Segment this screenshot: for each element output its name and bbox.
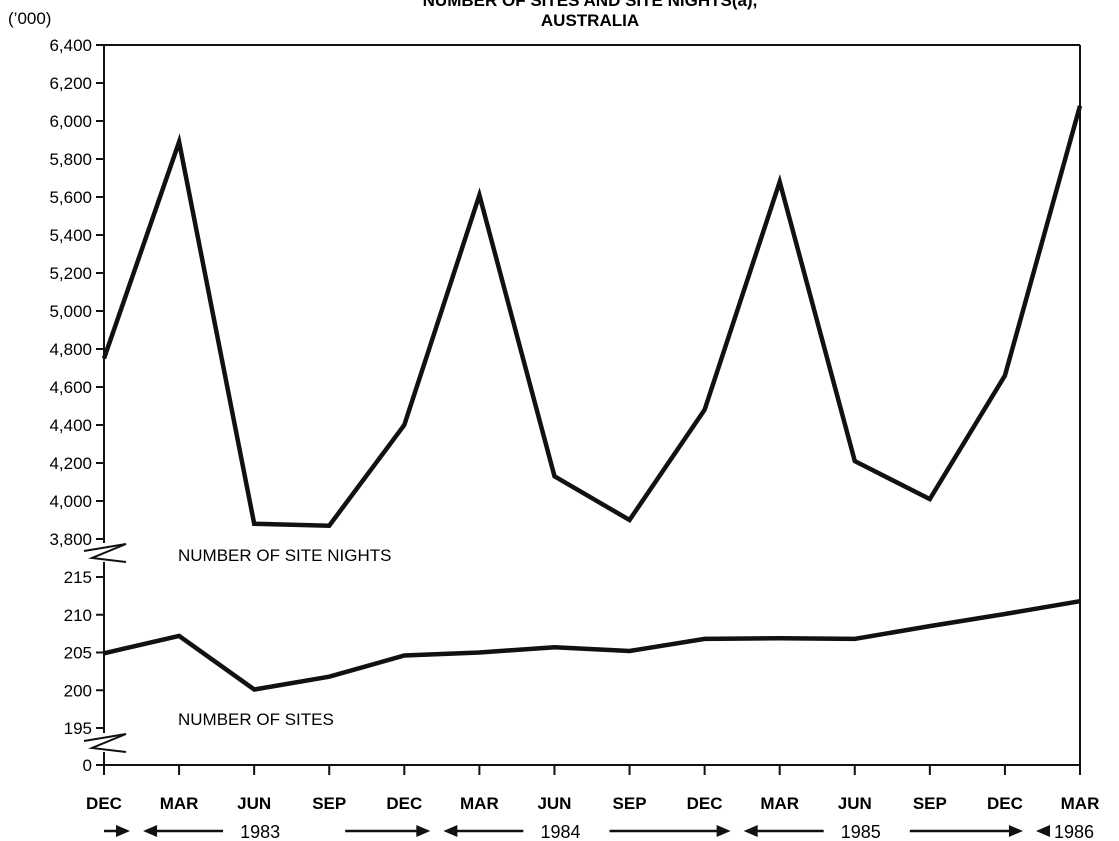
y-tick-label-upper: 5,200 (49, 264, 92, 283)
x-tick-label: MAR (1061, 794, 1100, 813)
y-tick-label-upper: 6,200 (49, 74, 92, 93)
y-tick-label-upper: 6,000 (49, 112, 92, 131)
year-arrow-head (143, 825, 158, 837)
year-label: 1983 (240, 822, 280, 841)
series-line-sites (103, 598, 1081, 692)
year-arrow-head (1008, 825, 1023, 837)
x-tick-label: MAR (460, 794, 499, 813)
series-line-site-nights (101, 105, 1083, 528)
x-tick-label: MAR (160, 794, 199, 813)
y-tick-label-lower: 200 (64, 681, 92, 700)
axis-break-lower (83, 733, 127, 753)
y-tick-label-upper: 4,400 (49, 416, 92, 435)
axis-break-upper (83, 543, 127, 563)
y-tick-label-lower: 205 (64, 644, 92, 663)
y-tick-label-upper: 4,000 (49, 492, 92, 511)
y-tick-label-upper: 6,400 (49, 36, 92, 55)
y-tick-label-upper: 4,800 (49, 340, 92, 359)
chart-title-line1: NUMBER OF SITES AND SITE NIGHTS(a), (423, 0, 758, 10)
y-tick-label-lower: 0 (83, 756, 92, 775)
x-axis: DEC MAR JUN SEP DEC MAR JUN SEP DEC MAR JUN SEP DEC M… (86, 765, 1099, 813)
y-tick-label-lower: 195 (64, 719, 92, 738)
y-tick-label-upper: 5,800 (49, 150, 92, 169)
x-tick-label: DEC (987, 794, 1023, 813)
year-arrow-head (716, 825, 731, 837)
plot-frame (83, 44, 1081, 766)
year-arrow-head (1036, 825, 1050, 837)
y-tick-label-upper: 3,800 (49, 530, 92, 549)
x-tick-label: DEC (687, 794, 723, 813)
y-tick-label-upper: 5,600 (49, 188, 92, 207)
year-arrow-head (416, 825, 431, 837)
y-tick-label-lower: 215 (64, 568, 92, 587)
year-row: 1983 1984 1985 1986 (104, 822, 1094, 841)
x-tick-label: JUN (838, 794, 872, 813)
y-tick-label-upper: 5,400 (49, 226, 92, 245)
y-tick-label-upper: 4,200 (49, 454, 92, 473)
x-tick-label: JUN (237, 794, 271, 813)
series-label-site-nights: NUMBER OF SITE NIGHTS (178, 546, 391, 565)
year-arrow-head (743, 825, 758, 837)
x-tick-label: DEC (86, 794, 122, 813)
x-tick-label: DEC (386, 794, 422, 813)
x-tick-label: SEP (913, 794, 947, 813)
x-tick-label: MAR (760, 794, 799, 813)
year-label: 1986 (1054, 822, 1094, 841)
year-arrow-head (116, 825, 130, 837)
y-axis-lower: 0 195 200 205 210 215 (64, 568, 104, 775)
y-tick-label-upper: 4,600 (49, 378, 92, 397)
x-tick-label: JUN (537, 794, 571, 813)
year-arrow-head (443, 825, 458, 837)
unit-label: (’000) (8, 9, 51, 28)
year-label: 1984 (540, 822, 580, 841)
x-tick-label: SEP (613, 794, 647, 813)
y-tick-label-upper: 5,000 (49, 302, 92, 321)
x-tick-label: SEP (312, 794, 346, 813)
series-layer (101, 105, 1083, 692)
year-label: 1985 (841, 822, 881, 841)
series-label-sites: NUMBER OF SITES (178, 710, 334, 729)
y-axis-upper: 3,800 4,000 4,200 4,400 4,600 4,800 5,000 5,200… (49, 36, 104, 549)
chart-title-line2: AUSTRALIA (541, 11, 639, 30)
y-tick-label-lower: 210 (64, 606, 92, 625)
